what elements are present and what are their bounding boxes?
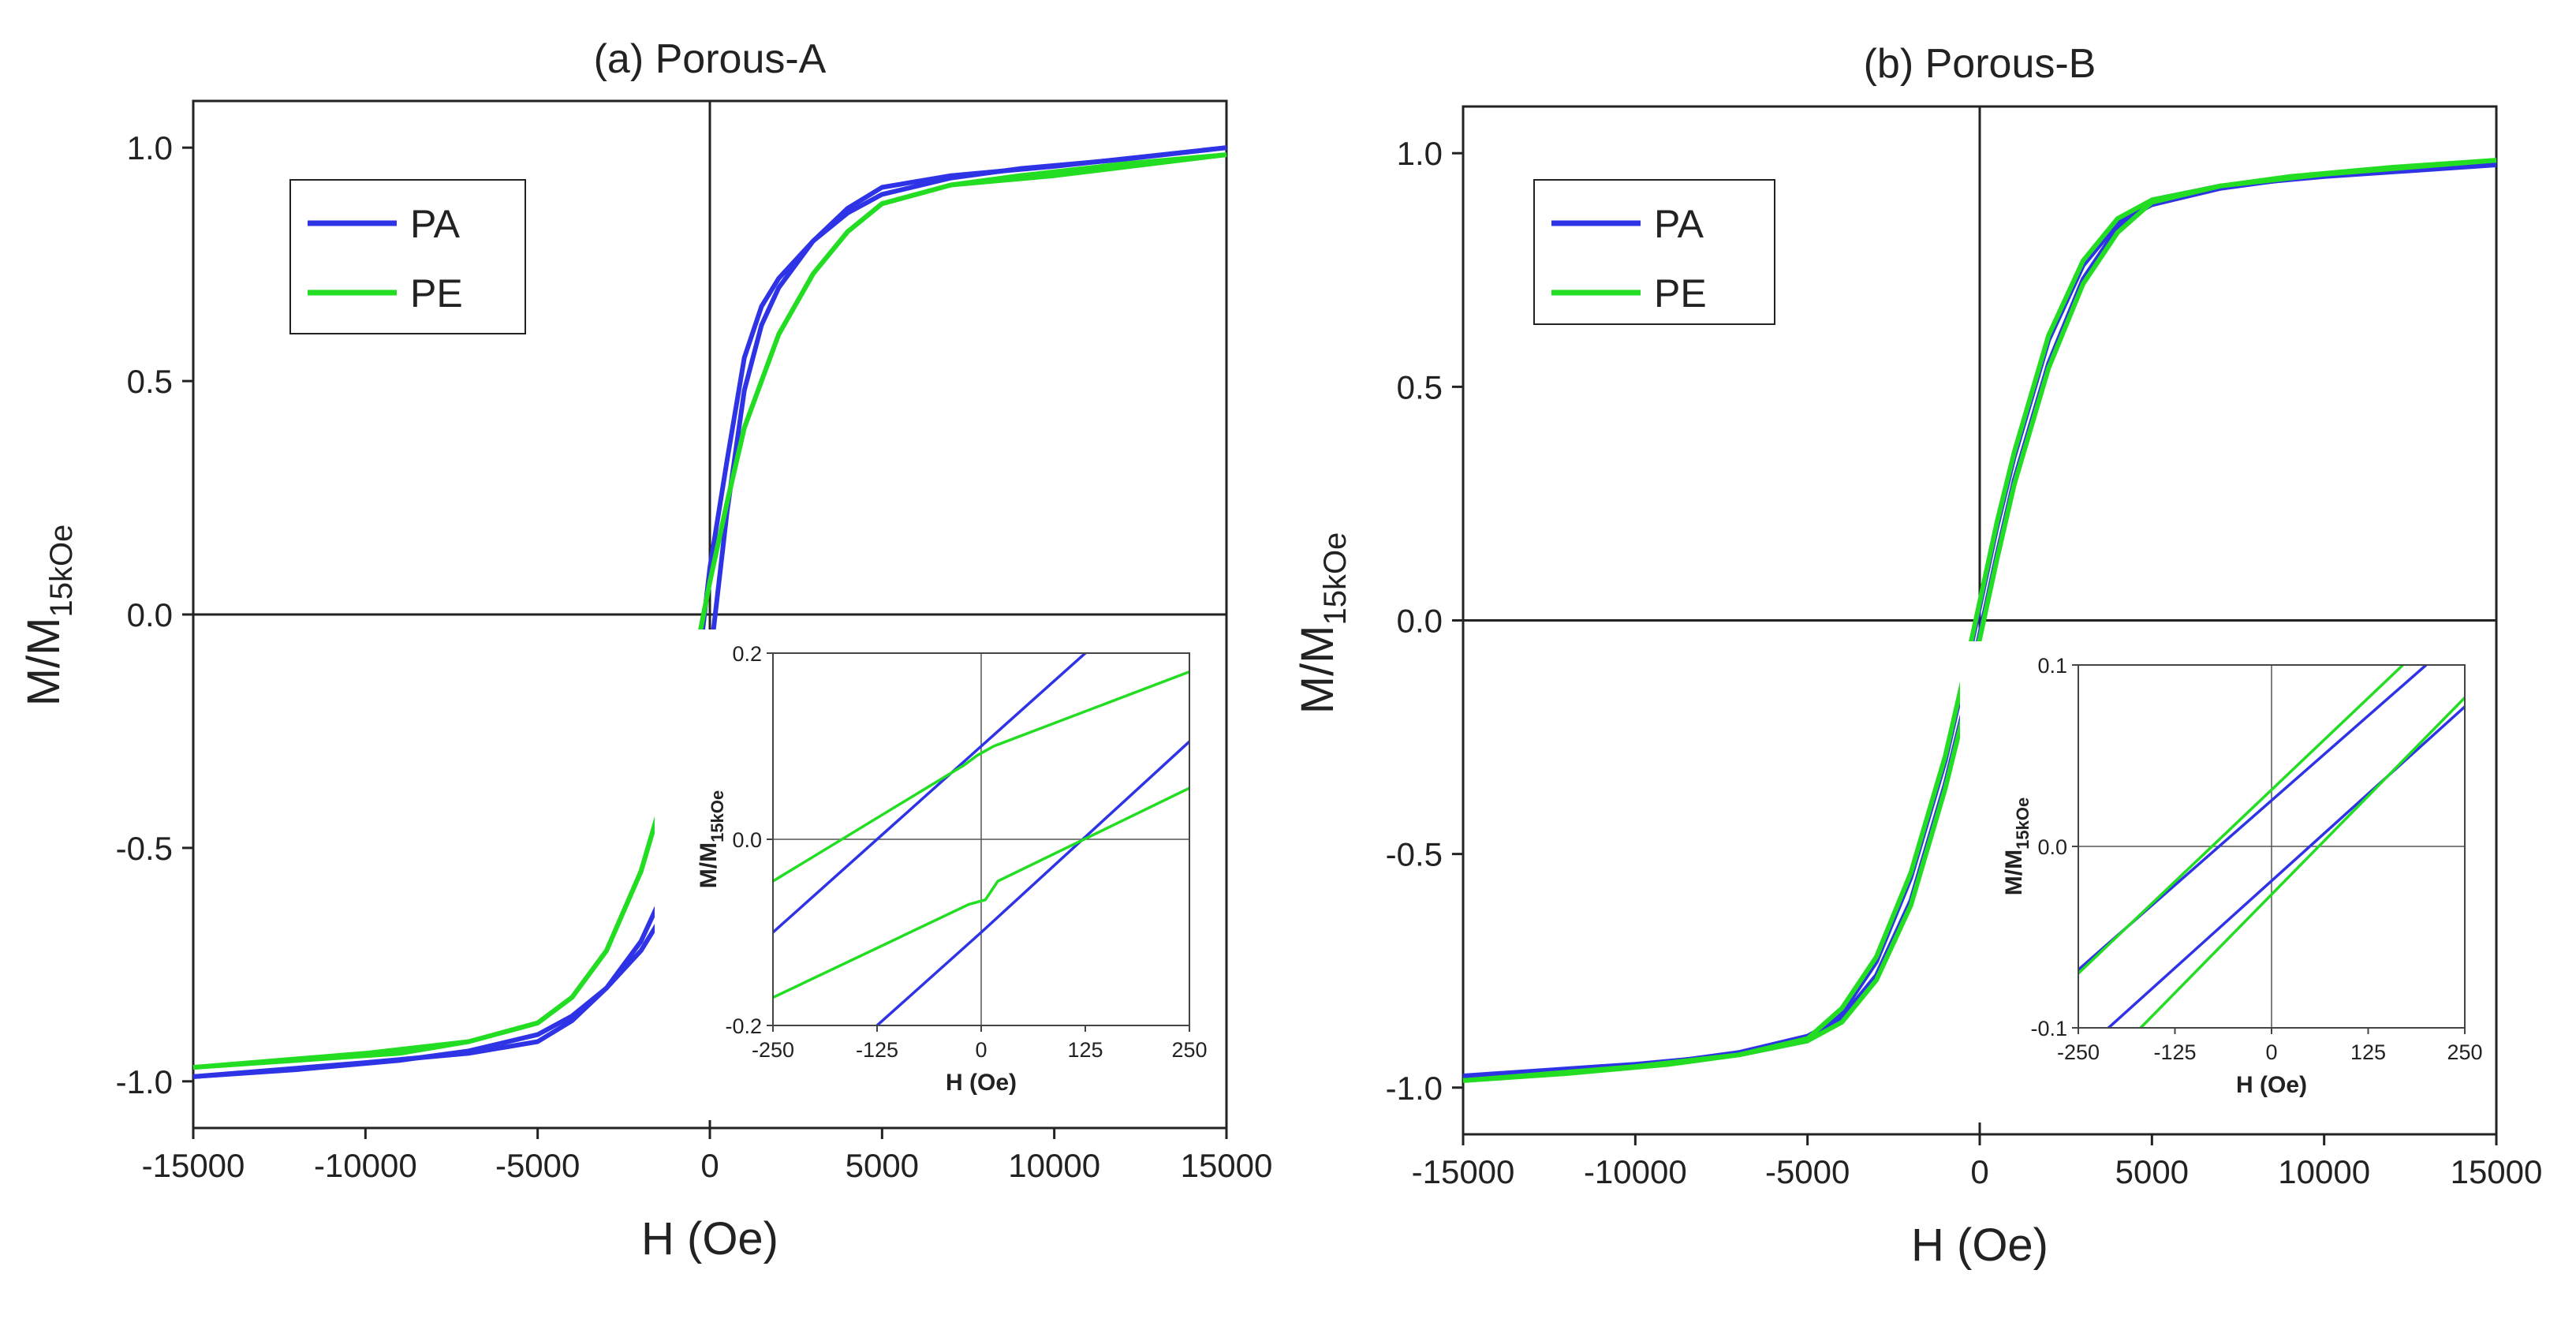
inset-plot: -250 -125 0 125 250 -0.1 0.0 0.1 H (Oe) M/M15kOe	[1960, 641, 2488, 1122]
inset-x-axis-label: H (Oe)	[2236, 1072, 2307, 1098]
inset-plot: -250 -125 0 125 250 -0.2 0.0 0.2 H (Oe) M/M15kOe	[655, 629, 1213, 1120]
inset-y-tick-label: 0.0	[732, 828, 762, 852]
legend: PA PE	[289, 179, 526, 334]
inset-line-pe-0	[773, 670, 1189, 883]
inset-x-tick-label: -250	[2057, 1040, 2100, 1064]
x-tick-label: -15000	[1412, 1153, 1515, 1190]
inset-line-pe-1	[2138, 697, 2465, 1028]
legend-label-pe: PE	[1654, 271, 1707, 316]
inset-y-axis-label: M/M15kOe	[2001, 797, 2033, 895]
inset-line-pa-1	[875, 740, 1189, 1025]
x-tick-label: 0	[700, 1147, 719, 1184]
y-tick-label: 1.0	[1397, 135, 1443, 172]
chart-title: (b) Porous-B	[1864, 41, 2096, 87]
inset-background	[655, 629, 1213, 1120]
inset-x-tick-label: 125	[1067, 1038, 1103, 1062]
inset-y-tick-label: -0.1	[2030, 1017, 2067, 1040]
panel-b: (b) Porous-B -15000 -10000 -5000 0 5000 10000 1…	[1292, 41, 2542, 1271]
x-tick-label: 15000	[1181, 1147, 1273, 1184]
x-tick-label: -10000	[1584, 1153, 1687, 1190]
inset-y-tick-label: 0.2	[732, 642, 762, 666]
inset-x-tick-label: 250	[2447, 1040, 2482, 1064]
y-axis-label-subscript: 15kOe	[44, 525, 79, 618]
inset-x-tick-label: 125	[2350, 1040, 2386, 1064]
y-axis-label-main: M/M	[1292, 626, 1343, 715]
x-tick-label: -5000	[1765, 1153, 1850, 1190]
y-tick-label: 0.0	[127, 596, 173, 633]
y-axis-label: M/M15kOe	[18, 525, 79, 707]
inset-x-tick-label: 250	[1171, 1038, 1207, 1062]
inset-y-tick-label: 0.1	[2037, 654, 2067, 678]
series-pe	[192, 152, 1227, 1070]
y-tick-label: -1.0	[1386, 1070, 1443, 1107]
legend-box	[289, 179, 526, 334]
inset-y-axis-label-main: M/M	[2001, 850, 2027, 895]
chart-title: (a) Porous-A	[594, 36, 827, 82]
y-tick-label: -0.5	[1386, 836, 1443, 873]
x-tick-label: -5000	[495, 1147, 580, 1184]
inset-line-pe-0	[2078, 665, 2404, 975]
inset-line-pa-0	[773, 653, 1088, 934]
legend-box	[1533, 179, 1775, 325]
x-tick-label: 0	[1970, 1153, 1988, 1190]
inset-y-axis-label-main: M/M	[696, 842, 722, 888]
x-tick-label: -10000	[314, 1147, 417, 1184]
legend-label-pe: PE	[410, 271, 463, 316]
y-axis-label: M/M15kOe	[1292, 532, 1353, 715]
legend-label-pa: PA	[1654, 202, 1704, 246]
y-tick-label: -1.0	[116, 1063, 173, 1100]
y-tick-label: 0.0	[1397, 603, 1443, 640]
inset-x-tick-label: -250	[752, 1038, 794, 1062]
inset-y-tick-label: 0.0	[2037, 835, 2067, 859]
x-tick-label: 5000	[846, 1147, 919, 1184]
y-tick-label: 0.5	[127, 363, 173, 400]
x-tick-label: -15000	[142, 1147, 245, 1184]
inset-x-axis-label: H (Oe)	[946, 1070, 1017, 1096]
inset-series	[2078, 665, 2465, 1028]
inset-y-axis-label: M/M15kOe	[696, 790, 727, 888]
inset-x-tick-label: 0	[975, 1038, 987, 1062]
y-axis-label-main: M/M	[18, 618, 69, 707]
inset-y-axis-label-subscript: 15kOe	[2013, 797, 2033, 850]
inset-series	[773, 653, 1189, 1025]
x-tick-label: 15000	[2451, 1153, 2543, 1190]
inset-y-axis-label-subscript: 15kOe	[707, 790, 727, 842]
inset-x-tick-label: -125	[2153, 1040, 2196, 1064]
legend: PA PE	[1533, 179, 1775, 325]
inset-x-tick-label: 0	[2265, 1040, 2277, 1064]
x-tick-label: 10000	[1008, 1147, 1100, 1184]
inset-line-pe-1	[773, 786, 1189, 999]
x-axis-label: H (Oe)	[641, 1213, 778, 1264]
panel-a: (a) Porous-A -15000 -10000 -5000 0 5000 10000 1…	[18, 36, 1272, 1264]
y-tick-label: -0.5	[116, 830, 173, 867]
inset-y-tick-label: -0.2	[725, 1014, 762, 1038]
series-line-pa-descending	[192, 145, 1227, 1079]
series-line-pe-ascending	[192, 152, 1227, 1070]
y-tick-label: 1.0	[127, 129, 173, 166]
x-axis-label: H (Oe)	[1911, 1220, 2048, 1271]
y-axis-label-subscript: 15kOe	[1318, 532, 1353, 626]
x-tick-label: 5000	[2115, 1153, 2189, 1190]
legend-label-pa: PA	[410, 202, 461, 246]
inset-x-tick-label: -125	[856, 1038, 898, 1062]
x-tick-label: 10000	[2278, 1153, 2370, 1190]
inset-background	[1960, 641, 2488, 1122]
y-tick-label: 0.5	[1397, 368, 1443, 405]
